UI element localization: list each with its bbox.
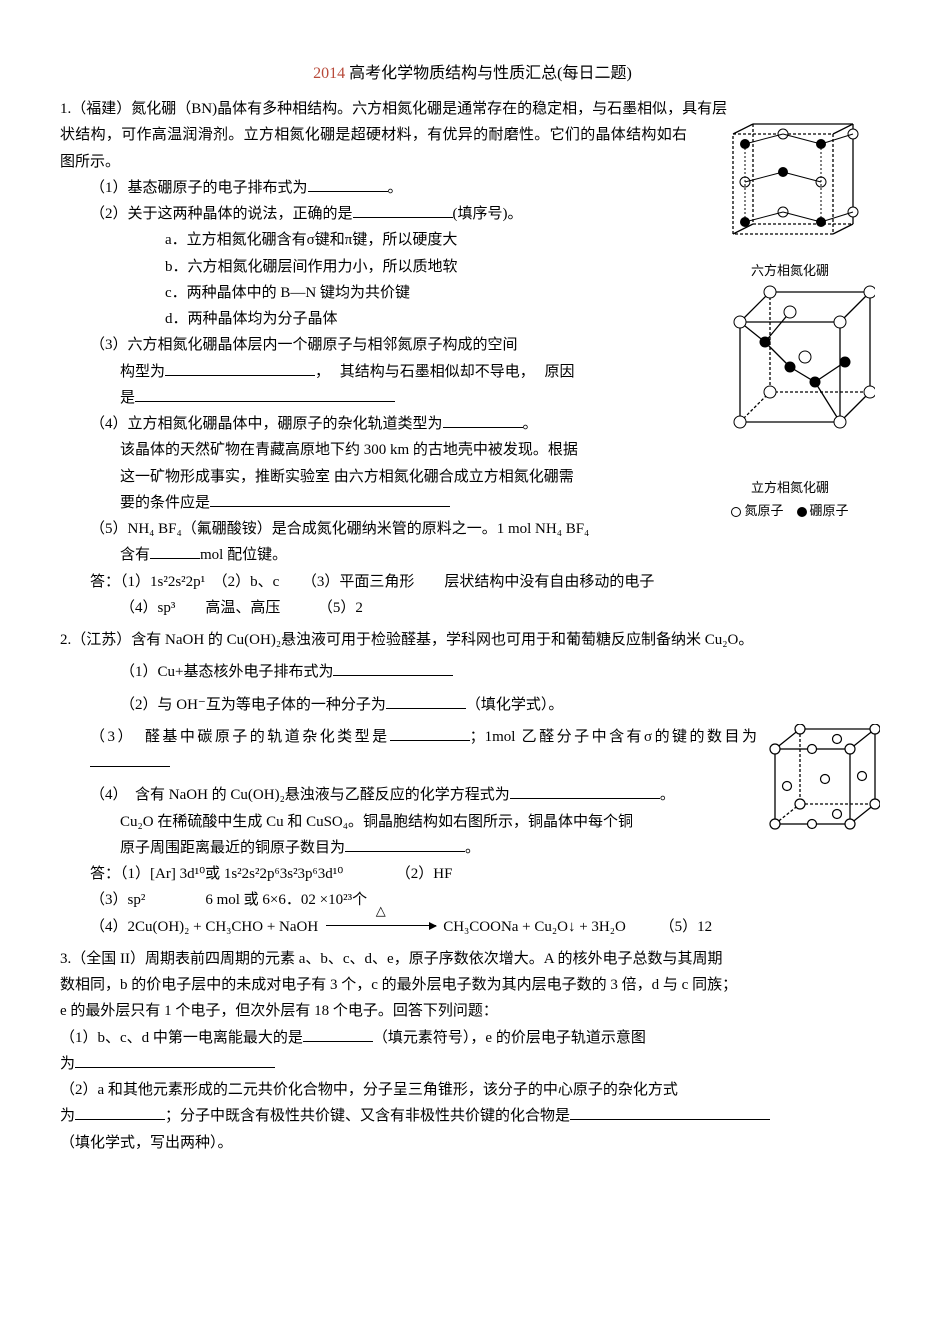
q1-p3c: ， 其结构与石墨相似却不导电， 原因 — [315, 364, 575, 380]
blank — [90, 752, 170, 767]
blank — [443, 413, 523, 428]
q1-p2: （2）关于这两种晶体的说法，正确的是 — [90, 206, 353, 222]
q1-p3d: 是 — [120, 390, 135, 406]
page-title: 2014 高考化学物质结构与性质汇总(每日二题) — [60, 60, 885, 88]
legend: 氮原子 硼原子 — [695, 500, 885, 523]
q3-p2a: （2）a 和其他元素形成的二元共价化合物中，分子呈三角锥形，该分子的中心原子的杂… — [60, 1077, 885, 1103]
q1-figure: 六方相氮化硼 立方相氮化硼 氮原子 硼原子 — [695, 122, 885, 522]
blank — [570, 1105, 770, 1120]
q1-p3b: 构型为 — [120, 364, 165, 380]
q2-p2: （2）与 OH⁻互为等电子体的一种分子为 — [120, 697, 386, 713]
blank — [353, 203, 453, 218]
blank — [135, 387, 395, 402]
blank — [210, 492, 450, 507]
q1-p4a: （4）立方相氮化硼晶体中，硼原子的杂化轨道类型为 — [90, 416, 443, 432]
q2-p4c: 原子周围距离最近的铜原子数目为 — [120, 840, 345, 856]
blank — [510, 784, 660, 799]
q1-p1: （1）基态硼原子的电子排布式为 — [90, 180, 308, 196]
blank — [390, 726, 470, 741]
blank — [345, 837, 465, 852]
legend-open-icon — [731, 507, 741, 517]
q3-p2d: （填化学式，写出两种）。 — [60, 1130, 885, 1156]
q2-ans-b: （3）sp² 6 mol 或 6×6．02 ×10²³个 — [60, 887, 885, 913]
fig1-caption: 六方相氮化硼 — [695, 260, 885, 283]
q3-stem-a: 3.（全国 II）周期表前四周期的元素 a、b、c、d、e，原子序数依次增大。A… — [60, 946, 885, 972]
q3-p1a: （1）b、c、d 中第一电离能最大的是 — [60, 1030, 303, 1046]
q3-p1c: 为 — [60, 1056, 75, 1072]
title-year: 2014 — [313, 65, 345, 82]
reaction-arrow-icon — [326, 925, 436, 926]
q2-p3: （3） 醛基中碳原子的轨道杂化类型是 — [90, 729, 390, 745]
fig2-caption: 立方相氮化硼 — [695, 477, 885, 500]
blank — [308, 177, 388, 192]
q1-p4d: 要的条件应是 — [120, 495, 210, 511]
blank — [165, 361, 315, 376]
q1-ans-b: （4）sp³ 高温、高压 （5）2 — [60, 595, 885, 621]
q2-figure — [765, 724, 885, 843]
q2-p4b: Cu₂O 在稀硫酸中生成 Cu 和 CuSO₄。铜晶胞结构如右图所示，铜晶体中每… — [60, 809, 885, 835]
q2-ans-c: （4）2Cu(OH)₂ + CH₃CHO + NaOH △ CH₃COONa +… — [60, 914, 885, 940]
q1-stem-a: 1.（福建）氮化硼（BN)晶体有多种相结构。六方相氮化硼是通常存在的稳定相，与石… — [60, 96, 885, 122]
q1-ans-a: 答：（1）1s²2s²2p¹ （2）b、c （3）平面三角形 层状结构中没有自由… — [60, 569, 885, 595]
q2-stem: 2.（江苏）含有 NaOH 的 Cu(OH)₂悬浊液可用于检验醛基，学科网也可用… — [60, 627, 885, 653]
blank — [75, 1105, 165, 1120]
q3-p2b: 为 — [60, 1108, 75, 1124]
title-rest: 高考化学物质结构与性质汇总(每日二题) — [345, 65, 632, 82]
q2-ans-a: 答：（1）[Ar] 3d¹⁰或 1s²2s²2p⁶3s²3p⁶3d¹⁰ （2）H… — [60, 861, 885, 887]
q2-p4a: （4） 含有 NaOH 的 Cu(OH)₂悬浊液与乙醛反应的化学方程式为 — [90, 787, 510, 803]
blank — [150, 544, 200, 559]
blank — [75, 1053, 275, 1068]
cu-unit-cell-svg — [765, 724, 880, 834]
blank — [386, 694, 466, 709]
q1-p5b: 含有 — [120, 547, 150, 563]
blank — [303, 1027, 373, 1042]
q2-p1: （1）Cu+基态核外电子排布式为 — [120, 664, 333, 680]
blank — [333, 661, 453, 676]
legend-filled-icon — [797, 507, 807, 517]
q3-stem-c: e 的最外层只有 1 个电子，但次外层有 18 个电子。回答下列问题： — [60, 998, 885, 1024]
q3-stem-b: 数相同，b 的价电子层中的未成对电子有 3 个，c 的最外层电子数为其内层电子数… — [60, 972, 885, 998]
